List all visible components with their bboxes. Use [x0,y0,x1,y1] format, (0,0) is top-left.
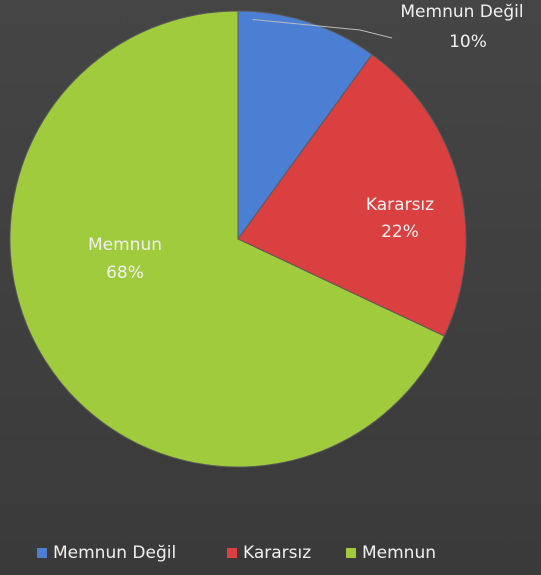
pie-slice [9,10,445,468]
legend-label: Memnun Değil [53,543,176,563]
leader-line [252,18,393,39]
legend-swatch [37,548,47,558]
legend-swatch [346,548,356,558]
legend-swatch [227,548,237,558]
pie [9,10,467,468]
legend-label: Memnun [362,543,436,563]
data-label-name: Memnun Değil [400,2,523,22]
legend: Memnun Değil Kararsız Memnun [37,543,436,563]
data-label-value: 22% [381,222,419,242]
data-label-name: Memnun [88,235,162,255]
legend-label: Kararsız [243,543,311,563]
data-labels: Memnun Değil 10% Kararsız 22% Memnun 68% [88,2,524,283]
data-label-name: Kararsız [366,195,434,215]
data-label-value: 10% [449,32,487,52]
pie-slice [237,10,373,241]
data-label-value: 68% [106,263,144,283]
